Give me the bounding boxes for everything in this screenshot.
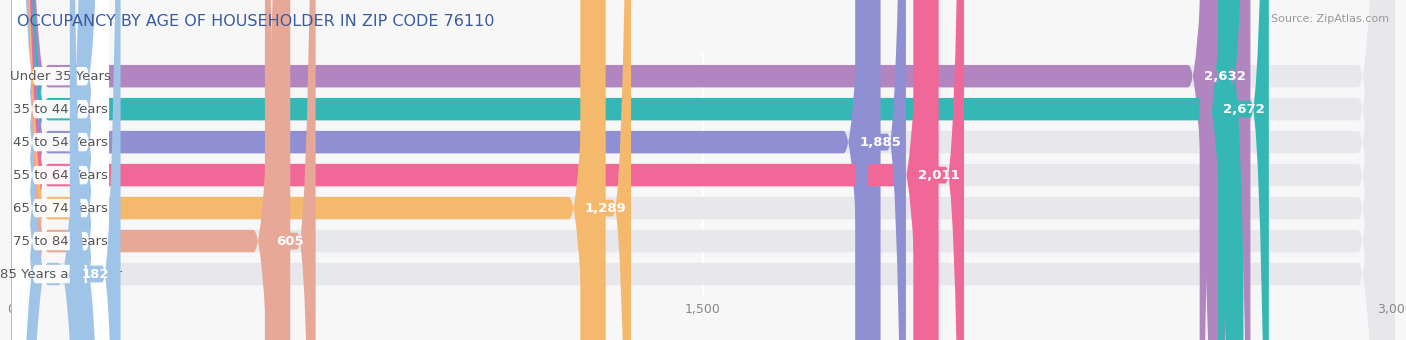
Text: 182: 182 (82, 268, 108, 280)
FancyBboxPatch shape (1218, 0, 1268, 340)
Text: 1,289: 1,289 (585, 202, 627, 215)
FancyBboxPatch shape (11, 0, 290, 340)
FancyBboxPatch shape (11, 0, 1395, 340)
Text: 55 to 64 Years: 55 to 64 Years (13, 169, 108, 182)
Text: 35 to 44 Years: 35 to 44 Years (13, 103, 108, 116)
FancyBboxPatch shape (13, 0, 110, 340)
FancyBboxPatch shape (13, 0, 110, 340)
Text: Source: ZipAtlas.com: Source: ZipAtlas.com (1271, 14, 1389, 23)
FancyBboxPatch shape (13, 0, 110, 340)
FancyBboxPatch shape (1199, 0, 1250, 340)
FancyBboxPatch shape (581, 0, 631, 340)
FancyBboxPatch shape (13, 0, 110, 340)
FancyBboxPatch shape (11, 0, 1395, 340)
Text: Under 35 Years: Under 35 Years (10, 70, 111, 83)
Text: 75 to 84 Years: 75 to 84 Years (13, 235, 108, 248)
FancyBboxPatch shape (11, 0, 1395, 340)
FancyBboxPatch shape (11, 0, 606, 340)
Text: 2,672: 2,672 (1223, 103, 1264, 116)
Text: 1,885: 1,885 (859, 136, 901, 149)
Text: 45 to 54 Years: 45 to 54 Years (13, 136, 108, 149)
Text: 2,011: 2,011 (918, 169, 959, 182)
Text: OCCUPANCY BY AGE OF HOUSEHOLDER IN ZIP CODE 76110: OCCUPANCY BY AGE OF HOUSEHOLDER IN ZIP C… (17, 14, 495, 29)
Text: 605: 605 (277, 235, 304, 248)
FancyBboxPatch shape (11, 0, 1395, 340)
FancyBboxPatch shape (11, 0, 1225, 340)
FancyBboxPatch shape (11, 0, 1395, 340)
FancyBboxPatch shape (13, 0, 110, 340)
FancyBboxPatch shape (13, 0, 110, 340)
FancyBboxPatch shape (11, 0, 1395, 340)
FancyBboxPatch shape (914, 0, 965, 340)
FancyBboxPatch shape (264, 0, 315, 340)
Text: 2,632: 2,632 (1204, 70, 1246, 83)
Text: 85 Years and Over: 85 Years and Over (0, 268, 121, 280)
FancyBboxPatch shape (11, 0, 96, 340)
FancyBboxPatch shape (13, 0, 110, 340)
FancyBboxPatch shape (70, 0, 121, 340)
FancyBboxPatch shape (11, 0, 880, 340)
FancyBboxPatch shape (11, 0, 1395, 340)
FancyBboxPatch shape (11, 0, 1243, 340)
FancyBboxPatch shape (855, 0, 905, 340)
FancyBboxPatch shape (11, 0, 939, 340)
Text: 65 to 74 Years: 65 to 74 Years (13, 202, 108, 215)
